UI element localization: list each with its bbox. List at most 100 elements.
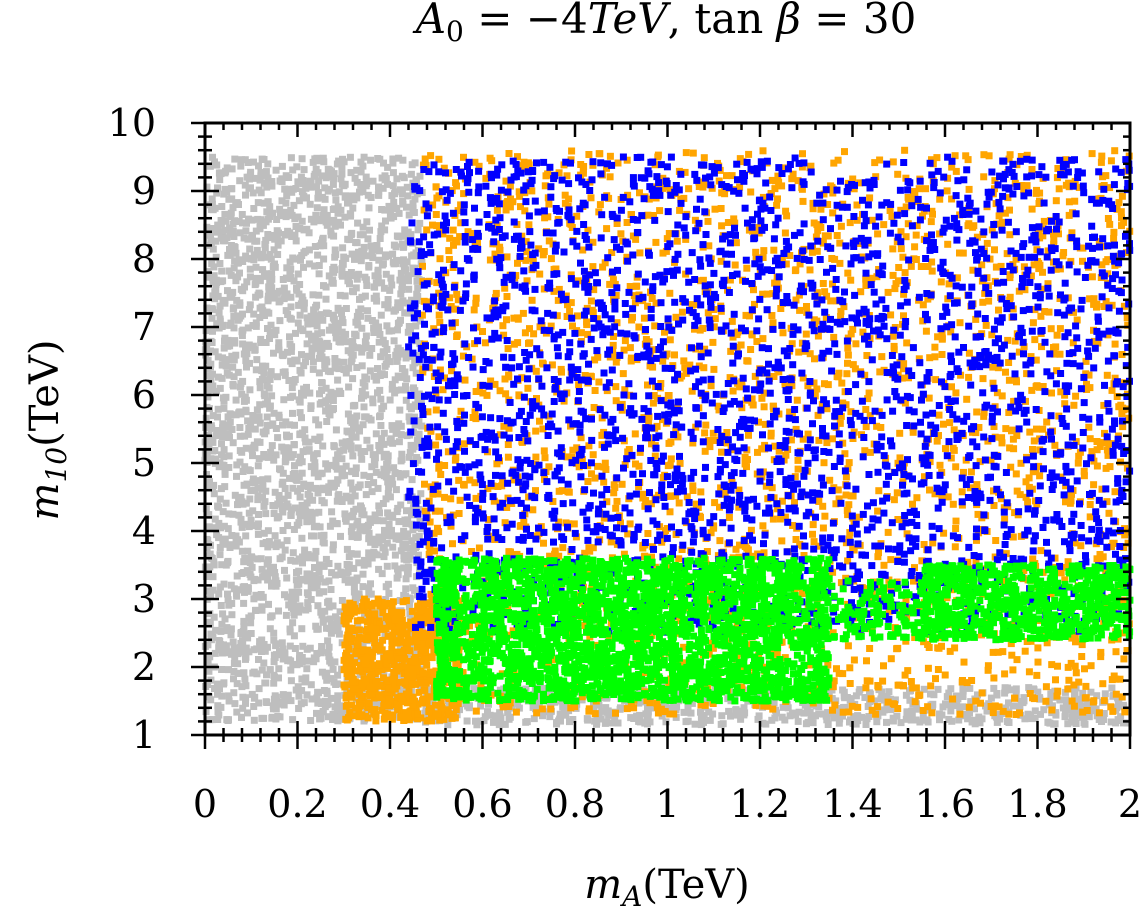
data-point (1034, 688, 1042, 696)
data-point (239, 258, 247, 265)
data-point (228, 426, 236, 433)
data-point (346, 659, 353, 667)
data-point (793, 396, 801, 404)
data-point (256, 176, 264, 184)
data-point (385, 480, 393, 488)
data-point (217, 485, 225, 493)
data-point (338, 163, 346, 171)
data-point (362, 712, 369, 720)
data-point (1006, 206, 1013, 214)
data-point (310, 333, 318, 341)
data-point (701, 345, 709, 353)
data-point (352, 284, 360, 292)
data-point (392, 486, 400, 494)
data-point (227, 209, 235, 217)
data-point (1025, 684, 1033, 692)
data-point (401, 267, 409, 275)
data-point (294, 270, 302, 278)
data-point (260, 659, 268, 667)
data-point (410, 619, 418, 627)
data-point (322, 356, 330, 364)
data-point (363, 282, 371, 289)
data-point (213, 228, 221, 236)
data-point (252, 227, 260, 235)
data-point (365, 262, 373, 269)
data-point (229, 439, 237, 447)
data-point (277, 237, 285, 245)
data-point (436, 716, 444, 724)
data-point (368, 488, 376, 496)
data-point (227, 625, 235, 633)
data-point (666, 289, 674, 297)
data-point (929, 539, 937, 547)
data-point (236, 229, 244, 237)
data-point (380, 625, 388, 633)
data-point (590, 286, 598, 294)
data-point (320, 255, 328, 263)
data-point (286, 269, 294, 277)
data-point (351, 418, 359, 426)
data-point (403, 630, 411, 638)
data-point (264, 292, 272, 300)
data-point (275, 607, 282, 615)
data-point (413, 611, 421, 619)
data-point (268, 582, 275, 590)
data-point (242, 357, 250, 365)
data-point (392, 351, 400, 359)
data-point (405, 664, 412, 672)
data-point (873, 718, 881, 726)
data-point (351, 604, 359, 612)
data-point (771, 442, 779, 450)
data-point (378, 206, 386, 213)
data-point (579, 246, 587, 254)
data-point (501, 720, 509, 728)
data-point (959, 693, 967, 700)
data-point (423, 661, 431, 669)
data-point (223, 627, 231, 635)
data-point (548, 361, 556, 369)
data-point (1100, 716, 1107, 723)
data-point (329, 716, 336, 723)
data-point (1095, 709, 1103, 717)
data-point (889, 714, 897, 722)
data-point (225, 464, 233, 471)
data-point (296, 409, 304, 417)
title-beta-value: = 30 (801, 0, 916, 43)
data-point (221, 423, 229, 431)
data-point (528, 187, 536, 195)
data-point (231, 244, 239, 251)
data-point (846, 680, 854, 687)
data-point (262, 487, 270, 495)
data-point (362, 182, 370, 190)
data-point (236, 299, 244, 307)
data-point (372, 319, 380, 327)
data-point (208, 305, 216, 313)
data-point (358, 711, 366, 719)
data-point (359, 647, 367, 655)
data-point (223, 188, 231, 196)
data-point (211, 649, 219, 657)
data-point (359, 188, 367, 196)
data-point (979, 375, 987, 383)
data-point (246, 359, 253, 367)
data-point (636, 711, 644, 719)
data-point (252, 263, 260, 271)
data-point (460, 190, 468, 198)
data-point (348, 533, 356, 541)
data-point (393, 713, 401, 721)
data-point (434, 490, 442, 498)
data-point (250, 205, 258, 212)
data-point (348, 701, 355, 709)
data-point (364, 481, 372, 488)
data-point (313, 650, 321, 657)
data-point (214, 702, 222, 710)
data-point (255, 520, 262, 528)
data-point (820, 459, 828, 467)
data-point (1026, 428, 1034, 436)
data-point (883, 693, 891, 701)
data-point (410, 270, 418, 278)
data-point (295, 508, 303, 516)
data-point (1124, 539, 1132, 547)
data-point (842, 539, 850, 547)
data-point (398, 450, 406, 458)
